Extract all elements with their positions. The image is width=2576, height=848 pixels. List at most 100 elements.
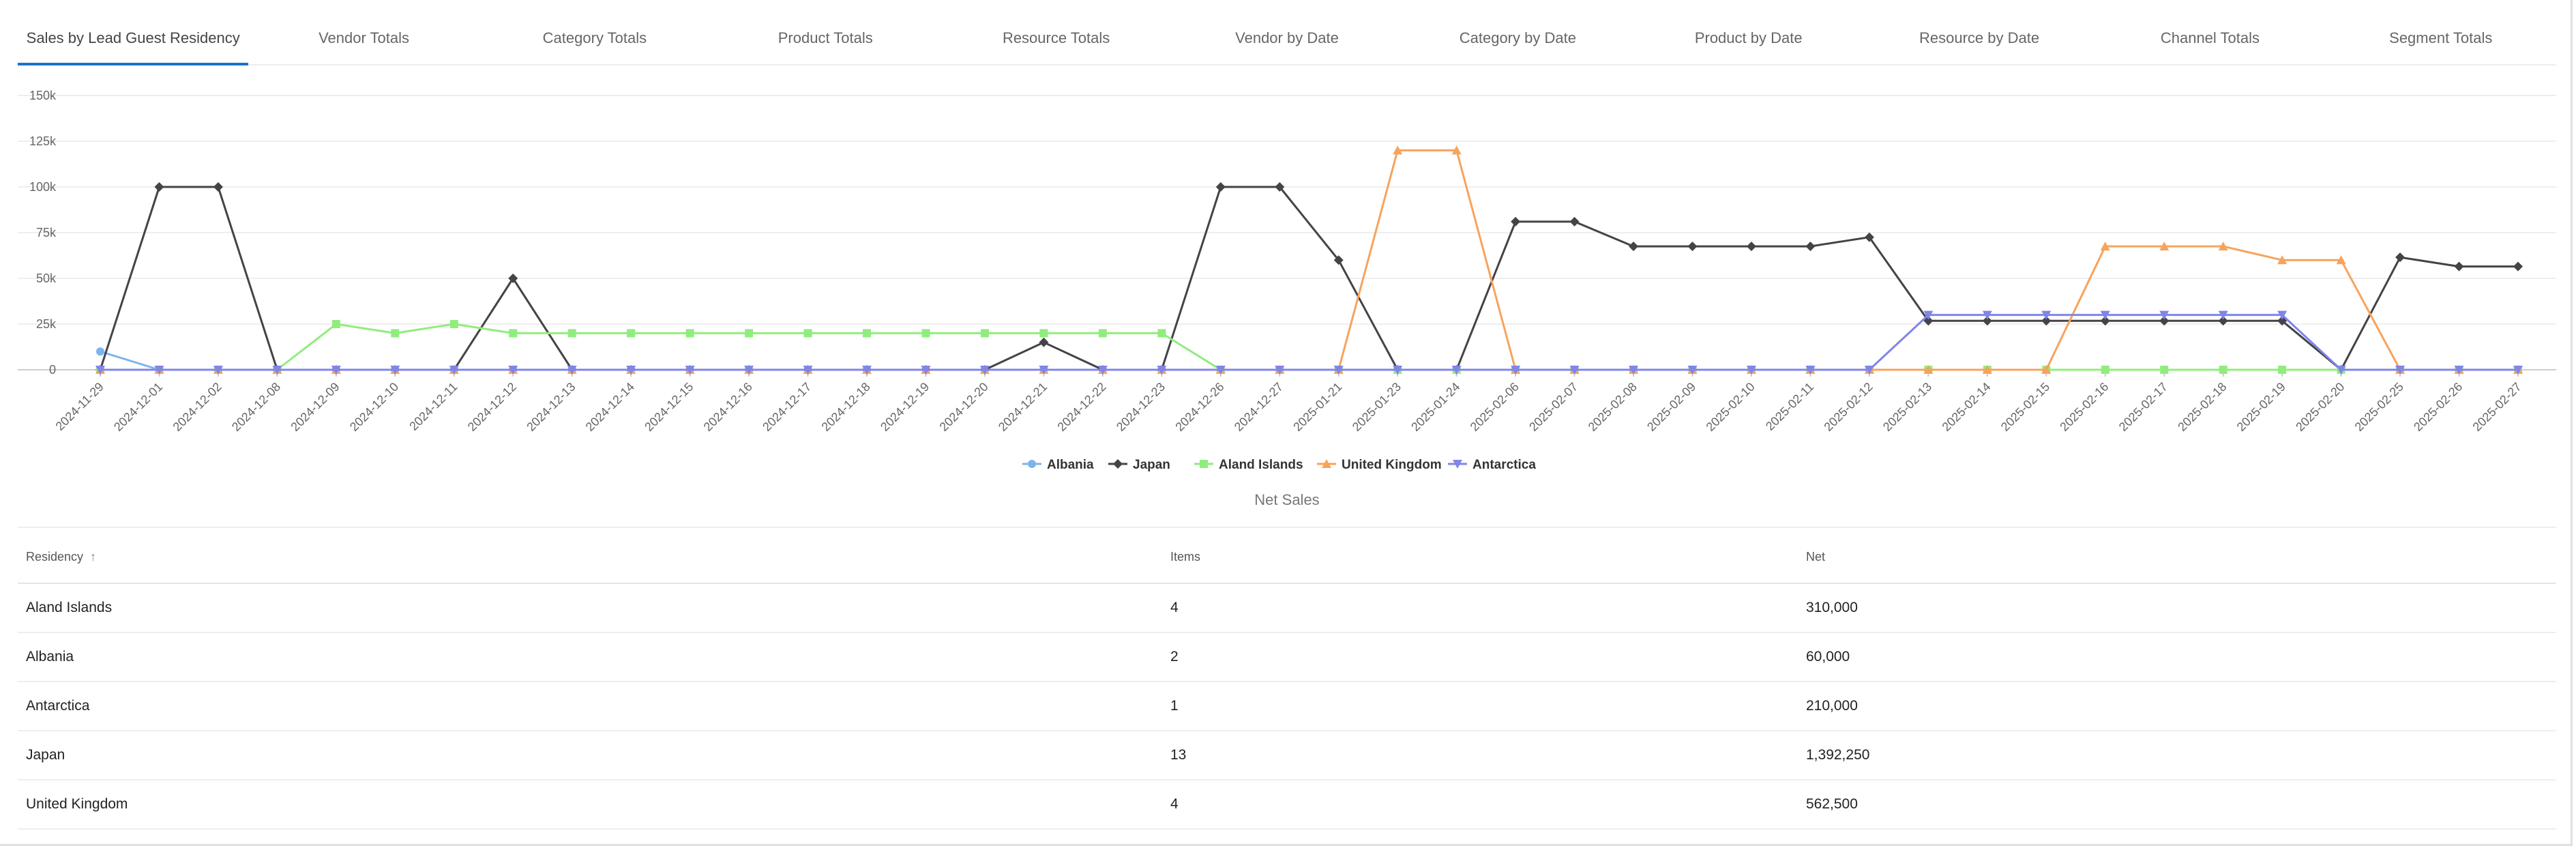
data-point-aland-islands — [627, 329, 636, 338]
data-point-japan — [213, 182, 223, 192]
tab-product-totals[interactable]: Product Totals — [778, 29, 873, 46]
x-tick-label: 2025-02-10 — [1704, 380, 1758, 434]
tab-resource-by-date[interactable]: Resource by Date — [1919, 29, 2040, 46]
column-header-items[interactable]: Items — [1170, 549, 1201, 564]
data-point-antarctica — [1569, 366, 1580, 375]
series-line-aland-islands — [100, 323, 2518, 371]
tab-channel-totals[interactable]: Channel Totals — [2160, 29, 2260, 46]
data-point-japan — [1687, 242, 1698, 252]
series-line-japan — [99, 186, 2518, 371]
tab-vendor-by-date[interactable]: Vendor by Date — [1235, 29, 1339, 46]
data-point-aland-islands — [803, 329, 812, 338]
data-point-antarctica — [1923, 310, 1934, 320]
x-tick-label: 2024-12-13 — [524, 380, 578, 434]
x-tick-label: 2025-01-23 — [1350, 380, 1404, 434]
data-point-aland-islands — [2278, 366, 2287, 374]
x-tick-label: 2025-02-27 — [2470, 380, 2524, 434]
data-point-antarctica — [213, 366, 223, 375]
data-point-aland-islands — [509, 329, 518, 338]
data-point-antarctica — [2454, 366, 2464, 375]
data-point-antarctica — [1333, 366, 1344, 375]
table-row[interactable]: Japan 13 1,392,250 — [18, 731, 2556, 780]
cell-net: 310,000 — [1806, 600, 1858, 615]
tab-vendor-totals[interactable]: Vendor Totals — [319, 29, 409, 46]
data-point-antarctica — [154, 366, 164, 375]
y-tick-label: 125k — [29, 134, 57, 148]
tab-segment-totals[interactable]: Segment Totals — [2389, 29, 2493, 46]
data-point-antarctica — [921, 366, 931, 375]
x-tick-label: 2024-11-29 — [53, 380, 106, 433]
x-tick-label: 2024-12-15 — [642, 380, 696, 434]
x-tick-label: 2025-02-16 — [2057, 380, 2111, 434]
data-point-aland-islands — [1039, 329, 1048, 338]
x-tick-label: 2024-12-02 — [171, 380, 224, 434]
data-point-albania — [96, 347, 104, 356]
legend-marker-japan — [1113, 459, 1123, 469]
table-row[interactable]: Albania 2 60,000 — [18, 633, 2556, 682]
data-point-aland-islands — [2160, 366, 2169, 374]
cell-residency: Albania — [26, 649, 74, 664]
legend-marker-albania — [1028, 460, 1036, 468]
arrow-up-icon[interactable]: ↑ — [90, 549, 97, 564]
data-point-antarctica — [685, 366, 695, 375]
y-tick-label: 50k — [36, 272, 57, 285]
data-point-united-kingdom — [1393, 145, 1403, 155]
tab-product-by-date[interactable]: Product by Date — [1694, 29, 1803, 46]
data-point-japan — [1215, 182, 1226, 192]
data-point-japan — [2218, 316, 2228, 326]
data-point-united-kingdom — [2159, 242, 2170, 251]
data-point-japan — [2395, 252, 2405, 263]
data-point-united-kingdom — [1982, 365, 1992, 374]
data-point-aland-islands — [2219, 366, 2227, 374]
x-tick-label: 2025-02-13 — [1880, 380, 1934, 434]
tab-category-by-date[interactable]: Category by Date — [1459, 29, 1576, 46]
data-point-antarctica — [1805, 366, 1816, 375]
series-line-united-kingdom — [100, 149, 2518, 371]
column-header-net[interactable]: Net — [1806, 549, 1826, 564]
report-tabs: Sales by Lead Guest Residency Vendor Tot… — [18, 12, 2556, 65]
x-tick-label: 2024-12-17 — [760, 380, 814, 434]
data-point-japan — [508, 274, 518, 283]
tab-resource-totals[interactable]: Resource Totals — [1002, 29, 1110, 46]
x-tick-label: 2024-12-16 — [701, 380, 755, 434]
data-point-japan — [2041, 316, 2052, 326]
data-point-antarctica — [2513, 366, 2523, 375]
data-point-antarctica — [2336, 366, 2346, 375]
data-point-antarctica — [1097, 366, 1108, 375]
data-point-antarctica — [2100, 310, 2110, 320]
data-point-japan — [2454, 261, 2464, 272]
data-point-japan — [1333, 255, 1344, 265]
tab-category-totals[interactable]: Category Totals — [542, 29, 647, 46]
data-point-antarctica — [2041, 310, 2052, 320]
table-row[interactable]: United Kingdom 4 562,500 — [18, 780, 2556, 830]
x-tick-label: 2024-12-12 — [465, 380, 519, 434]
data-point-antarctica — [1451, 366, 1462, 375]
data-point-japan — [1511, 216, 1521, 226]
residency-table: Residency ↑ Items Net Aland Islands 4 31… — [18, 531, 2556, 830]
column-header-label: Residency — [26, 549, 84, 564]
x-tick-label: 2024-12-10 — [347, 380, 401, 434]
column-header-residency[interactable]: Residency ↑ — [18, 550, 1162, 564]
data-point-antarctica — [862, 366, 872, 375]
data-point-antarctica — [626, 366, 636, 375]
data-point-aland-islands — [921, 329, 930, 338]
cell-items: 4 — [1170, 796, 1179, 812]
table-row[interactable]: Aland Islands 4 310,000 — [18, 584, 2556, 633]
legend-marker-united-kingdom — [1322, 459, 1331, 468]
x-tick-label: 2025-02-18 — [2175, 380, 2229, 434]
x-tick-label: 2025-02-12 — [1821, 380, 1875, 434]
x-tick-label: 2024-12-26 — [1172, 380, 1226, 434]
x-tick-label: 2025-02-15 — [1998, 380, 2052, 434]
x-tick-label: 2025-02-14 — [1939, 380, 1993, 434]
data-point-japan — [1864, 232, 1874, 242]
data-point-aland-islands — [331, 320, 340, 328]
tab-sales-by-residency[interactable]: Sales by Lead Guest Residency — [18, 12, 249, 65]
x-tick-label: 2025-02-26 — [2411, 380, 2465, 434]
x-tick-label: 2025-01-24 — [1408, 380, 1462, 434]
table-row[interactable]: Antarctica 1 210,000 — [18, 682, 2556, 731]
data-point-antarctica — [1982, 310, 1992, 320]
data-point-aland-islands — [980, 329, 989, 338]
data-point-antarctica — [2159, 310, 2170, 320]
